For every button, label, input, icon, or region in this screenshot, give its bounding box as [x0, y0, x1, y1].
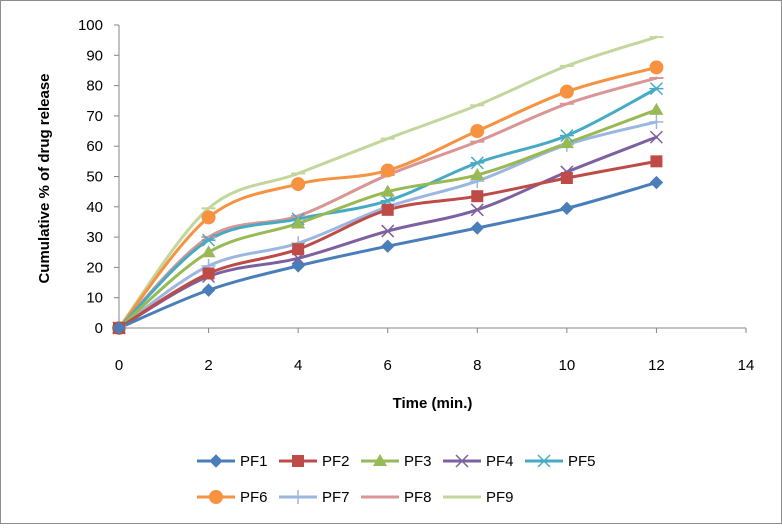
y-tick-label: 20: [86, 259, 103, 276]
legend-label-pf9: PF9: [486, 489, 514, 506]
point-pf2: [292, 243, 305, 256]
point-pf5: [649, 82, 664, 96]
legend-item-pf8: PF8: [361, 489, 432, 506]
point-pf6: [559, 84, 574, 99]
point-pf6: [291, 177, 306, 192]
legend-marker-pf4: [455, 454, 469, 468]
point-pf4: [381, 224, 395, 238]
legend-marker-pf1: [209, 454, 223, 468]
legend-label-pf7: PF7: [322, 489, 350, 506]
y-axis-title: Cumulative % of drug release: [36, 73, 53, 283]
point-pf3: [470, 167, 485, 180]
point-pf1: [291, 259, 305, 273]
legend-item-pf1: PF1: [197, 453, 268, 470]
point-pf7: [649, 114, 664, 129]
tick-labels: 0 10 20 30 40 50 60 70 80 90 100 0 2 4 6 8 10 12 14: [78, 17, 754, 374]
legend-label-pf4: PF4: [486, 453, 514, 470]
series-line-pf6: [117, 65, 658, 330]
y-tick-label: 90: [86, 47, 103, 64]
legend-item-pf6: PF6: [197, 489, 268, 506]
x-tick-label: 10: [559, 357, 576, 374]
point-pf6: [649, 60, 664, 75]
y-tick-label: 100: [78, 17, 103, 34]
point-pf5: [470, 156, 485, 170]
legend-item-pf3: PF3: [361, 453, 432, 470]
legend-item-pf5: PF5: [525, 453, 596, 470]
point-pf3: [201, 245, 216, 258]
y-tick-label: 0: [95, 320, 103, 337]
point-pf4: [470, 203, 484, 217]
point-pf1: [470, 221, 484, 235]
point-pf4: [649, 130, 663, 144]
legend-marker-pf7: [291, 490, 305, 504]
point-pf5: [201, 233, 216, 247]
point-pf1: [649, 175, 664, 190]
point-pf6: [380, 163, 395, 178]
x-tick-label: 6: [384, 357, 392, 374]
legend-item-pf2: PF2: [279, 453, 350, 470]
legend-marker-pf6: [209, 490, 223, 504]
point-pf2: [202, 267, 215, 280]
series-lines: [117, 35, 658, 330]
y-tick-label: 40: [86, 199, 103, 216]
y-tick-label: 80: [86, 78, 103, 95]
point-pf2: [471, 190, 484, 203]
point-pf2: [560, 172, 573, 185]
x-tick-label: 2: [204, 357, 212, 374]
legend-label-pf8: PF8: [404, 489, 432, 506]
point-pf2: [650, 155, 663, 168]
x-axis-title: Time (min.): [393, 395, 473, 412]
legend-marker-pf3: [373, 454, 387, 466]
y-tick-label: 10: [86, 290, 103, 307]
y-tick-label: 70: [86, 108, 103, 125]
point-pf3: [380, 184, 395, 197]
legend-item-pf9: PF9: [443, 489, 514, 506]
legend-label-pf1: PF1: [240, 453, 268, 470]
legend-label-pf3: PF3: [404, 453, 432, 470]
legend-marker-pf2: [292, 455, 304, 467]
point-pf1: [201, 283, 216, 297]
x-tick-label: 12: [648, 357, 665, 374]
point-pf1: [560, 201, 574, 216]
point-pf3: [559, 136, 574, 149]
legend-item-pf4: PF4: [443, 453, 514, 470]
point-pf1: [381, 239, 395, 253]
legend-label-pf5: PF5: [568, 453, 596, 470]
series-line-pf9: [117, 35, 658, 330]
y-tick-label: 60: [86, 138, 103, 155]
legend-marker-pf5: [537, 454, 551, 468]
point-pf3: [291, 216, 306, 229]
x-tick-label: 14: [738, 357, 755, 374]
legend-label-pf2: PF2: [322, 453, 350, 470]
point-pf6: [201, 210, 216, 225]
series-markers: [112, 36, 664, 335]
y-tick-label: 50: [86, 169, 103, 186]
x-tick-label: 4: [294, 357, 302, 374]
x-tick-label: 8: [473, 357, 481, 374]
point-pf6: [470, 124, 485, 139]
legend-label-pf6: PF6: [240, 489, 268, 506]
legend: PF1 PF2 PF3 PF4 PF5 PF6 PF7 PF8 PF9: [197, 453, 596, 506]
point-pf3: [649, 102, 664, 115]
legend-item-pf7: PF7: [279, 489, 350, 506]
point-pf1: [112, 321, 126, 335]
point-pf5: [559, 129, 574, 143]
point-pf2: [381, 203, 394, 216]
y-tick-label: 30: [86, 229, 103, 246]
x-tick-label: 0: [115, 357, 123, 374]
